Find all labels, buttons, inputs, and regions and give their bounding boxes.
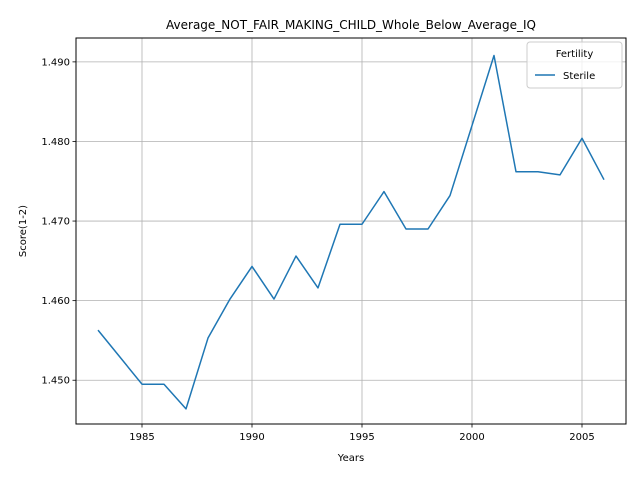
legend-label-sterile: Sterile (563, 71, 595, 82)
y-tick-label: 1.490 (41, 57, 70, 68)
chart-title: Average_NOT_FAIR_MAKING_CHILD_Whole_Belo… (166, 18, 536, 32)
series-layer (97, 54, 605, 410)
y-tick-label: 1.460 (41, 296, 70, 307)
ticks: 1985 1990 1995 2000 2005 1.450 1.460 1.470 1.480… (41, 57, 594, 443)
plot-frame (75, 37, 627, 425)
legend: Fertility Sterile (526, 41, 623, 89)
x-tick-label: 2000 (459, 432, 484, 443)
x-tick-label: 2005 (569, 432, 594, 443)
x-tick-label: 1990 (239, 432, 264, 443)
x-axis-label: Years (337, 453, 364, 464)
legend-box (526, 41, 623, 89)
x-tick-label: 1995 (349, 432, 374, 443)
series-line-sterile (97, 54, 605, 410)
y-tick-label: 1.450 (41, 376, 70, 387)
x-tick-label: 1985 (129, 432, 154, 443)
y-axis-label: Score(1-2) (18, 205, 29, 257)
legend-title: Fertility (556, 49, 594, 60)
y-tick-label: 1.470 (41, 217, 70, 228)
y-tick-label: 1.480 (41, 137, 70, 148)
